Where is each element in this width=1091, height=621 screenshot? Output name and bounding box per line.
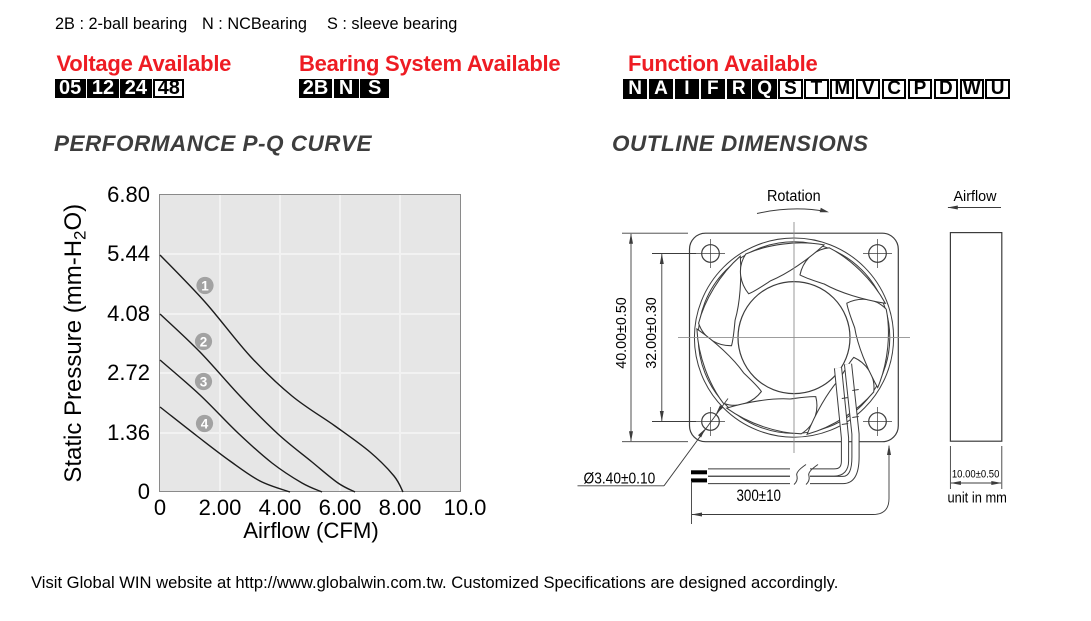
svg-text:10.00±0.50: 10.00±0.50: [952, 469, 1000, 481]
svg-text:4: 4: [201, 416, 209, 431]
svg-text:1: 1: [201, 278, 209, 293]
svg-text:unit in mm: unit in mm: [948, 489, 1007, 506]
svg-text:Airflow: Airflow: [954, 188, 997, 205]
svg-text:3: 3: [200, 374, 208, 389]
svg-text:Rotation: Rotation: [767, 188, 821, 205]
svg-text:40.00±0.50: 40.00±0.50: [614, 297, 630, 369]
svg-text:32.00±0.30: 32.00±0.30: [644, 297, 660, 369]
svg-text:Ø3.40±0.10: Ø3.40±0.10: [584, 471, 656, 488]
svg-text:2: 2: [200, 334, 208, 349]
svg-text:300±10: 300±10: [737, 487, 782, 505]
